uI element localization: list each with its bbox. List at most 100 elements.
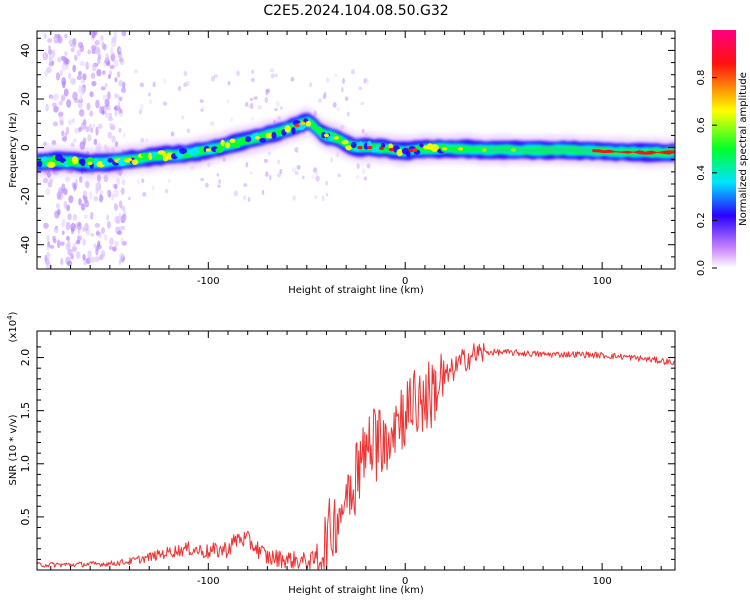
noise-dot (261, 190, 265, 196)
noise-dot (93, 138, 98, 146)
snr-y-label: SNR (10 * v/v) (8, 414, 19, 485)
noise-dot (114, 109, 118, 117)
colorbar-label: Normalized spectral amplitude (738, 72, 749, 226)
noise-dot (87, 250, 92, 259)
track-hotspot (378, 146, 385, 150)
noise-dot (82, 73, 87, 81)
noise-dot (93, 243, 97, 248)
noise-dot (96, 68, 102, 77)
noise-dot (51, 102, 57, 107)
noise-dot (114, 215, 120, 224)
noise-dot (72, 213, 78, 221)
noise-dot (121, 179, 126, 186)
track-hotspot (357, 145, 363, 150)
noise-dot (117, 230, 123, 235)
noise-dot (325, 192, 329, 197)
noise-dot (113, 189, 119, 198)
track-blob (271, 131, 277, 140)
track-blob (305, 120, 312, 127)
noise-dot (279, 106, 283, 110)
noise-dot (70, 77, 76, 85)
noise-dot (43, 33, 47, 39)
noise-dot (116, 177, 121, 186)
noise-dot (78, 84, 82, 94)
noise-dot (87, 49, 92, 55)
noise-dot (104, 83, 108, 88)
noise-dot (110, 46, 114, 56)
noise-dot (68, 119, 72, 126)
noise-dot (104, 98, 110, 107)
noise-dot (81, 226, 86, 232)
track-blob (259, 137, 267, 143)
noise-dot (90, 127, 94, 134)
noise-dot (139, 103, 144, 110)
noise-dot (120, 215, 124, 224)
spectrogram-y-ticks: -40 -20 0 20 40 (19, 37, 675, 270)
track-blob (140, 152, 147, 158)
y-tick-label: 40 (19, 43, 32, 57)
noise-dot (66, 260, 73, 267)
colorbar-tick-label: 0.6 (696, 117, 707, 133)
noise-dot (94, 223, 101, 228)
colorbar: 0.0 0.2 0.4 0.6 0.8 Normalized spectral ampl… (696, 30, 749, 276)
noise-dot (96, 230, 100, 237)
noise-dot (100, 34, 104, 42)
noise-dot (70, 142, 75, 148)
noise-dot (60, 94, 66, 102)
noise-dot (290, 76, 295, 82)
noise-dot (109, 237, 114, 246)
noise-dot (51, 140, 57, 145)
noise-dot (56, 239, 61, 249)
noise-dot (114, 240, 119, 248)
noise-dot (90, 232, 95, 237)
noise-dot (148, 92, 151, 97)
track-blob (345, 144, 352, 151)
colorbar-ticks: 0.0 0.2 0.4 0.6 0.8 (696, 70, 717, 276)
spectrogram-frame (36, 30, 676, 270)
noise-dot (269, 68, 275, 73)
noise-dot (66, 204, 71, 212)
noise-dot (79, 44, 85, 53)
noise-dot (113, 59, 119, 67)
noise-dot (48, 54, 53, 63)
noise-dot (336, 106, 340, 112)
noise-dot (59, 70, 63, 77)
noise-dot (128, 196, 131, 201)
noise-dot (80, 79, 86, 84)
noise-dot (235, 70, 241, 77)
noise-dot (140, 137, 145, 143)
noise-dot (53, 35, 59, 44)
noise-dot (263, 158, 268, 163)
track-hotspot (205, 148, 211, 152)
noise-dot (151, 184, 155, 191)
track-blob (148, 152, 153, 161)
noise-dot (91, 80, 97, 87)
spectrogram-x-label: Height of straight line (km) (288, 285, 424, 296)
track-blob (41, 156, 48, 162)
noise-dot (60, 258, 64, 266)
noise-dot (98, 196, 104, 203)
noise-dot (64, 58, 70, 65)
noise-dot (75, 240, 81, 245)
noise-dot (46, 245, 50, 251)
noise-dot (274, 73, 278, 78)
noise-dot (302, 175, 305, 180)
noise-dot (270, 73, 275, 79)
noise-dot (117, 97, 121, 102)
noise-dot (113, 183, 118, 190)
noise-dot (61, 81, 66, 89)
noise-dot (96, 143, 102, 149)
noise-dot (279, 168, 283, 175)
noise-dot (49, 244, 55, 249)
noise-dot (265, 88, 271, 94)
noise-dot (186, 128, 191, 134)
noise-dot (243, 194, 247, 201)
noise-dot (118, 47, 123, 53)
noise-dot (244, 101, 249, 107)
noise-dot (337, 173, 342, 178)
noise-dot (58, 111, 64, 118)
track-hotspot (300, 121, 306, 125)
noise-dot (139, 82, 144, 88)
noise-dot (107, 74, 111, 80)
noise-dot (71, 245, 78, 252)
